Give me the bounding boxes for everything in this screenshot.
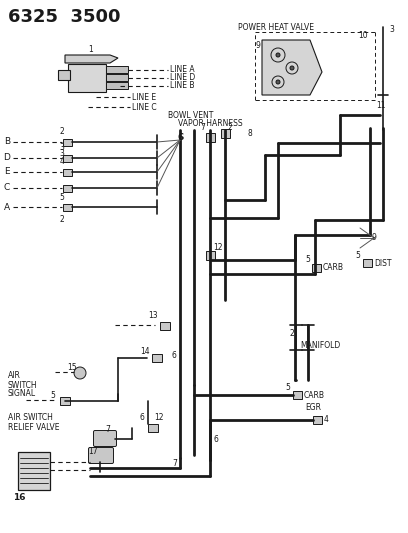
Bar (63, 184, 72, 191)
Text: A: A (4, 203, 10, 212)
Text: RELIEF VALVE: RELIEF VALVE (8, 424, 60, 432)
Bar (63, 168, 72, 175)
Text: 2: 2 (60, 214, 64, 223)
Circle shape (74, 367, 86, 379)
Bar (60, 397, 70, 405)
Text: 8: 8 (248, 128, 253, 138)
Text: C: C (4, 183, 10, 192)
Text: SIGNAL: SIGNAL (8, 390, 36, 399)
Text: 7: 7 (105, 425, 110, 434)
Text: LINE E: LINE E (132, 93, 156, 101)
Text: 7: 7 (172, 458, 177, 467)
Text: 4: 4 (324, 416, 329, 424)
Text: 6: 6 (213, 435, 218, 445)
Circle shape (276, 80, 280, 84)
Bar (68, 64, 106, 92)
Bar (18, 452, 50, 490)
Text: 13: 13 (148, 311, 157, 320)
Bar (206, 133, 215, 141)
Polygon shape (262, 40, 322, 95)
Text: 3: 3 (60, 149, 64, 158)
Circle shape (290, 66, 294, 70)
Text: LINE D: LINE D (170, 74, 195, 83)
Text: 14: 14 (140, 348, 150, 357)
Text: 9: 9 (372, 233, 377, 243)
Bar (312, 264, 321, 272)
Text: LINE A: LINE A (170, 66, 195, 75)
Text: SWITCH: SWITCH (8, 381, 38, 390)
Bar (106, 82, 128, 89)
Text: 5: 5 (355, 251, 360, 260)
Text: 2: 2 (228, 123, 233, 132)
Text: 5: 5 (285, 383, 290, 392)
Text: 11: 11 (376, 101, 386, 109)
Text: BOWL VENT: BOWL VENT (168, 110, 213, 119)
Bar (221, 128, 230, 138)
Bar (363, 259, 372, 267)
Text: MANIFOLD: MANIFOLD (300, 341, 340, 350)
Text: 12: 12 (154, 414, 164, 423)
Text: 9: 9 (256, 41, 261, 50)
Text: 6: 6 (172, 351, 177, 359)
Bar (106, 74, 128, 81)
Text: 6: 6 (140, 414, 145, 423)
Text: 10: 10 (358, 30, 368, 39)
Text: AIR SWITCH: AIR SWITCH (8, 414, 53, 423)
Text: VAPOR HARNESS: VAPOR HARNESS (178, 119, 243, 128)
Bar (206, 251, 215, 260)
Text: LINE B: LINE B (170, 82, 195, 91)
Text: POWER HEAT VALVE: POWER HEAT VALVE (238, 22, 314, 31)
Bar (313, 416, 322, 424)
Text: AIR: AIR (8, 372, 21, 381)
Text: 16: 16 (13, 492, 25, 502)
Text: 6325  3500: 6325 3500 (8, 8, 120, 26)
Text: CARB: CARB (304, 391, 325, 400)
Text: 2: 2 (60, 127, 64, 136)
Text: CARB: CARB (323, 263, 344, 272)
Text: LINE C: LINE C (132, 102, 157, 111)
Bar (106, 66, 128, 73)
Bar (63, 204, 72, 211)
Text: D: D (3, 154, 10, 163)
Bar (152, 354, 162, 362)
Circle shape (276, 53, 280, 57)
Text: 5: 5 (60, 192, 64, 201)
Text: 12: 12 (213, 244, 222, 253)
Text: E: E (4, 167, 10, 176)
Bar (63, 155, 72, 161)
Text: 5: 5 (50, 392, 55, 400)
Text: B: B (4, 138, 10, 147)
Bar (63, 139, 72, 146)
Bar (58, 70, 70, 80)
FancyBboxPatch shape (93, 431, 117, 447)
Text: 6: 6 (178, 133, 184, 142)
Text: 2: 2 (290, 328, 295, 337)
Text: 4: 4 (60, 157, 64, 166)
Polygon shape (65, 55, 118, 63)
Text: 7: 7 (201, 123, 206, 132)
Text: 3: 3 (60, 143, 64, 152)
Text: 5: 5 (305, 255, 310, 264)
Bar (160, 322, 170, 330)
Text: 15: 15 (67, 362, 77, 372)
Text: 17: 17 (88, 448, 98, 456)
Text: 1: 1 (89, 45, 93, 54)
Bar (148, 424, 158, 432)
Text: DIST: DIST (374, 259, 392, 268)
Text: 3: 3 (389, 26, 394, 35)
Text: EGR: EGR (305, 403, 321, 413)
FancyBboxPatch shape (89, 448, 113, 464)
Bar (293, 391, 302, 399)
